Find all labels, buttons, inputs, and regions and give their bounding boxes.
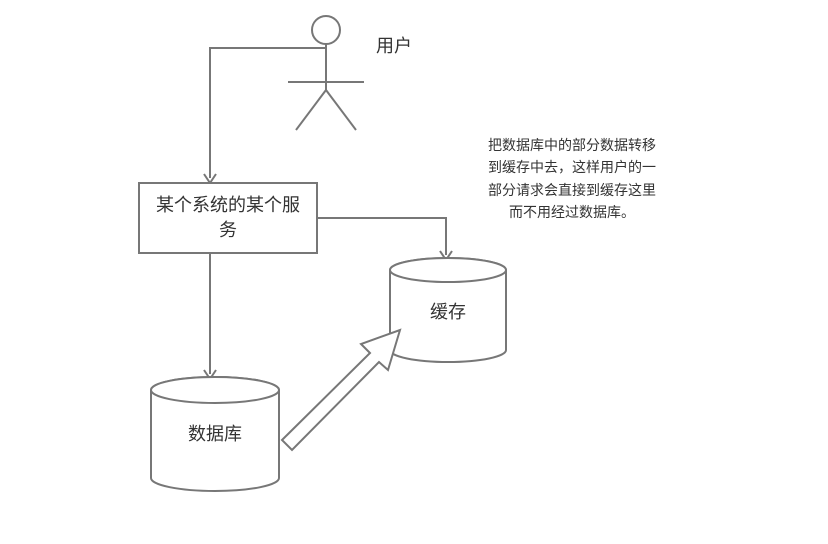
- diagram-svg: [0, 0, 828, 544]
- user-node: [288, 16, 364, 130]
- user-label: 用户: [376, 32, 412, 58]
- description-line-2: 部分请求会直接到缓存这里: [488, 179, 656, 201]
- description-line-3: 而不用经过数据库。: [488, 201, 656, 223]
- description-text: 把数据库中的部分数据转移 到缓存中去，这样用户的一 部分请求会直接到缓存这里 而…: [488, 134, 656, 224]
- edge-database-cache: [282, 330, 400, 450]
- database-label: 数据库: [151, 420, 279, 446]
- service-label-text: 某个系统的某个服务: [151, 193, 305, 243]
- description-line-1: 到缓存中去，这样用户的一: [488, 156, 656, 178]
- description-line-0: 把数据库中的部分数据转移: [488, 134, 656, 156]
- service-label: 某个系统的某个服务: [139, 183, 317, 253]
- cache-label: 缓存: [390, 298, 506, 324]
- edge-service-cache: [317, 218, 452, 260]
- edge-service-database: [204, 253, 216, 379]
